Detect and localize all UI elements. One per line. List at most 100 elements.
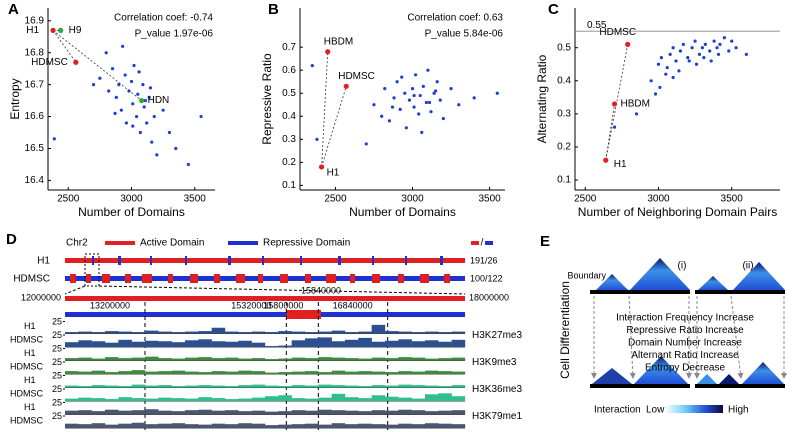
- highlight-point: [73, 59, 79, 65]
- signal-bar: [318, 424, 332, 428]
- signal-bar: [211, 385, 226, 388]
- region-start: 12000000: [21, 292, 61, 302]
- signal-bar: [265, 396, 279, 401]
- y-tick-label: 0.5: [282, 88, 296, 99]
- signal-bar: [305, 332, 319, 334]
- annotation: Correlation coef: -0.74: [114, 13, 213, 24]
- signal-bar: [78, 424, 92, 428]
- signal-bar: [265, 385, 279, 388]
- signal-bar: [65, 398, 79, 401]
- domain-bar: [65, 258, 465, 263]
- sample-label: H1: [37, 256, 50, 267]
- row-tick-label: 25: [52, 316, 62, 326]
- signal-bar: [438, 358, 452, 361]
- y-tick-label: 0.3: [282, 134, 296, 145]
- point: [659, 56, 663, 60]
- signal-bar: [278, 411, 292, 415]
- signal-bar: [305, 398, 319, 401]
- signal-bar: [158, 371, 172, 374]
- point: [131, 124, 135, 128]
- signal-bar: [185, 410, 199, 415]
- panel-label: B: [268, 1, 279, 18]
- signal-bar: [265, 332, 279, 334]
- scale-title: Interaction: [594, 405, 641, 416]
- signal-bar: [105, 385, 119, 388]
- point: [671, 75, 675, 80]
- signal-bar: [118, 358, 132, 361]
- arrows: [591, 295, 787, 379]
- signal-bar: [411, 398, 426, 401]
- highlight-label: H9: [69, 25, 82, 36]
- signal-bar: [385, 372, 399, 374]
- color-scale: [665, 405, 723, 413]
- signal-bar: [105, 357, 119, 361]
- signal-bar: [65, 332, 79, 334]
- signal-bar: [185, 424, 199, 428]
- point: [457, 103, 461, 107]
- point: [709, 59, 713, 63]
- point: [174, 146, 178, 151]
- signal-bar: [91, 398, 106, 401]
- y-tick-label: 16.9: [25, 15, 45, 26]
- point: [134, 114, 139, 119]
- signal-bar: [158, 385, 172, 388]
- signal-bar: [438, 410, 452, 415]
- y-tick-label: 16.4: [25, 175, 45, 186]
- signal-bar: [158, 423, 172, 428]
- signal-bar: [158, 410, 172, 415]
- y-axis-label: Entropy: [8, 78, 22, 119]
- point: [449, 87, 453, 91]
- signal-bar: [131, 370, 146, 374]
- point: [429, 110, 433, 114]
- point: [129, 79, 134, 84]
- highlight-label: H1: [327, 168, 340, 179]
- point: [107, 89, 111, 93]
- signal-bar: [291, 385, 306, 388]
- point: [693, 39, 697, 43]
- domain-counts: 100/122: [470, 273, 503, 283]
- point: [400, 75, 404, 79]
- signal-bar: [318, 384, 332, 388]
- signal-bar: [185, 371, 199, 374]
- signal-bar: [318, 357, 332, 361]
- signal-bar: [425, 385, 439, 388]
- signal-bar: [398, 357, 412, 361]
- zoom-line: [98, 285, 466, 295]
- point: [681, 42, 685, 47]
- signal-bar: [265, 346, 279, 347]
- row-label: HDMSC: [10, 416, 43, 426]
- point: [418, 93, 422, 98]
- signal-bar: [225, 357, 239, 361]
- signal-bar: [171, 386, 186, 388]
- legend-label: Active Domain: [140, 238, 204, 249]
- signal-bar: [358, 331, 372, 334]
- domain-triangle: [742, 362, 784, 384]
- signal-bar: [451, 371, 466, 374]
- highlight-point: [325, 49, 331, 55]
- point: [424, 100, 428, 105]
- signal-bar: [305, 358, 319, 361]
- signal-bar: [145, 424, 159, 428]
- domain-triangle: [592, 368, 632, 384]
- point: [364, 142, 368, 146]
- signal-bar: [385, 340, 399, 347]
- point: [167, 130, 172, 135]
- point: [407, 98, 412, 102]
- signal-bar: [425, 358, 439, 361]
- point: [427, 100, 432, 105]
- point: [52, 137, 56, 141]
- y-tick-label: 16.7: [25, 79, 45, 90]
- point: [315, 137, 319, 141]
- point: [472, 96, 476, 100]
- y-tick-label: 0.6: [282, 65, 296, 76]
- signal-bar: [358, 423, 372, 428]
- signal-bar: [358, 358, 372, 361]
- signal-bar: [345, 385, 359, 388]
- signal-bar: [171, 342, 186, 347]
- point: [147, 95, 151, 100]
- signal-bar: [198, 409, 212, 415]
- signal-bar: [185, 398, 199, 401]
- signal-bar: [278, 358, 292, 361]
- signal-bar: [411, 332, 426, 334]
